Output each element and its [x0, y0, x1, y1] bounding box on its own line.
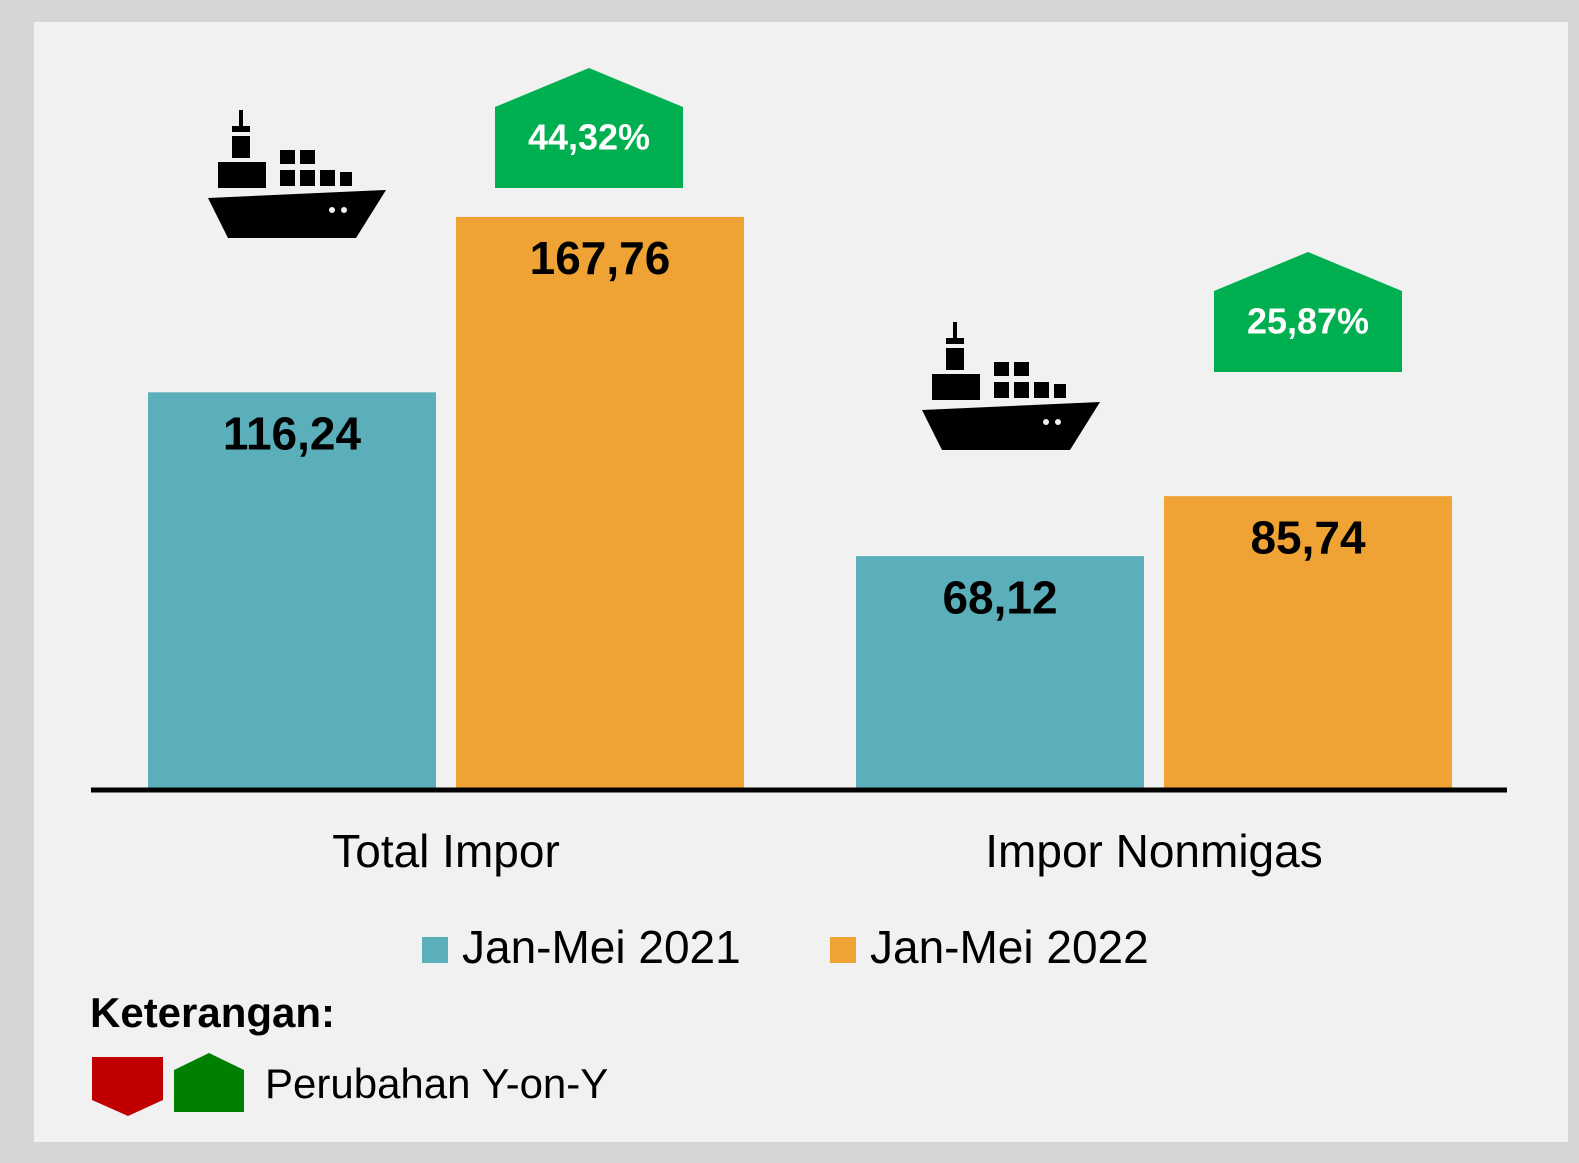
bar: [1164, 496, 1452, 788]
note-up-icon: [174, 1053, 244, 1112]
yoy-change-label: 25,87%: [1247, 301, 1369, 342]
bar: [856, 556, 1144, 788]
bar: [148, 392, 436, 788]
legend-label: Jan-Mei 2021: [462, 921, 741, 973]
yoy-change-label: 44,32%: [528, 117, 650, 158]
category-label: Impor Nonmigas: [985, 825, 1322, 877]
value-label: 68,12: [942, 571, 1057, 623]
bar: [456, 216, 744, 789]
note-down-icon: [92, 1057, 163, 1116]
category-label: Total Impor: [332, 825, 560, 877]
value-label: 116,24: [223, 407, 362, 459]
legend-swatch: [422, 937, 448, 963]
yoy-change-marker: [1214, 252, 1402, 372]
note-title: Keterangan:: [90, 989, 335, 1036]
legend-label: Jan-Mei 2022: [870, 921, 1149, 973]
yoy-change-marker: [495, 68, 683, 188]
value-label: 85,74: [1250, 511, 1366, 563]
note-label: Perubahan Y-on-Y: [265, 1060, 608, 1107]
legend-swatch: [830, 937, 856, 963]
value-label: 167,76: [530, 232, 671, 284]
